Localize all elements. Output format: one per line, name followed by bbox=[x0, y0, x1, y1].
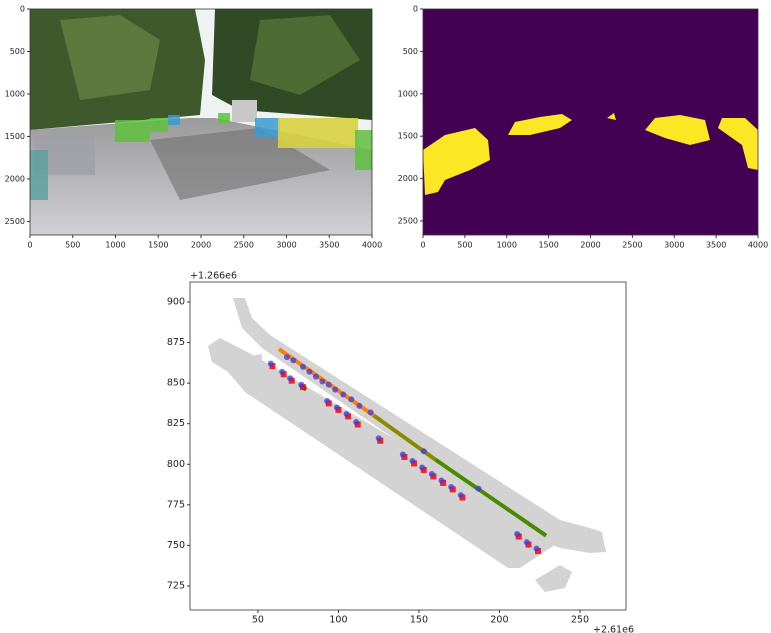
blue-marker bbox=[419, 465, 425, 471]
x-tick-label: 3000 bbox=[276, 241, 296, 250]
blue-marker bbox=[290, 357, 296, 363]
blue-marker bbox=[348, 396, 354, 402]
blue-marker bbox=[429, 471, 435, 477]
x-tick-label: 3000 bbox=[664, 241, 684, 250]
x-tick-label: 0 bbox=[27, 241, 32, 250]
blue-marker bbox=[376, 435, 382, 441]
y-tick-label: 900 bbox=[167, 296, 185, 307]
y-tick-label: 1500 bbox=[398, 132, 418, 141]
blue-marker bbox=[300, 364, 306, 370]
x-tick-label: 1500 bbox=[148, 241, 168, 250]
blue-marker bbox=[448, 484, 454, 490]
blue-marker bbox=[313, 374, 319, 380]
x-tick-label: 2500 bbox=[234, 241, 254, 250]
blue-marker bbox=[332, 387, 338, 393]
blue-marker bbox=[356, 403, 362, 409]
blue-marker bbox=[458, 492, 464, 498]
y-tick-label: 2000 bbox=[5, 174, 25, 183]
blue-marker bbox=[353, 419, 359, 425]
blue-marker bbox=[334, 404, 340, 410]
y-tick-label: 0 bbox=[20, 5, 25, 14]
y-tick-label: 875 bbox=[167, 337, 185, 348]
x-tick-label: 4000 bbox=[748, 241, 768, 250]
y-tick-label: 2500 bbox=[398, 217, 418, 226]
y-tick-label: 775 bbox=[167, 499, 185, 510]
blue-marker bbox=[279, 369, 285, 375]
blue-marker bbox=[298, 382, 304, 388]
y-offset-text: +1.266e6 bbox=[190, 271, 237, 282]
segmentation-mask bbox=[423, 9, 758, 235]
blue-marker bbox=[514, 531, 520, 537]
blue-marker bbox=[368, 409, 374, 415]
x-tick-label: 200 bbox=[490, 615, 508, 626]
y-tick-label: 850 bbox=[167, 378, 185, 389]
y-tick-label: 725 bbox=[167, 580, 185, 591]
blue-marker bbox=[524, 539, 530, 545]
blue-marker bbox=[421, 448, 427, 454]
blue-marker bbox=[410, 458, 416, 464]
blue-marker bbox=[268, 361, 274, 367]
blue-marker bbox=[324, 398, 330, 404]
x-offset-text: +2.61e6 bbox=[593, 625, 634, 633]
x-tick-label: 1000 bbox=[497, 241, 517, 250]
y-tick-label: 1000 bbox=[398, 89, 418, 98]
blue-marker bbox=[287, 375, 293, 381]
y-tick-label: 825 bbox=[167, 418, 185, 429]
page: {"chart_data": [ {"type": "image", "xlim… bbox=[0, 0, 771, 633]
blue-marker bbox=[476, 486, 482, 492]
x-tick-label: 1500 bbox=[538, 241, 558, 250]
x-tick-label: 0 bbox=[420, 241, 425, 250]
y-tick-label: 500 bbox=[10, 47, 25, 56]
figure: 0500100015002000250030003500400005001000… bbox=[0, 0, 771, 633]
x-tick-label: 500 bbox=[65, 241, 80, 250]
blue-marker bbox=[400, 452, 406, 458]
x-tick-label: 3500 bbox=[319, 241, 339, 250]
blue-marker bbox=[306, 369, 312, 375]
x-tick-label: 2000 bbox=[191, 241, 211, 250]
x-tick-label: 2000 bbox=[580, 241, 600, 250]
x-tick-label: 250 bbox=[571, 615, 589, 626]
x-tick-label: 500 bbox=[457, 241, 472, 250]
y-tick-label: 1000 bbox=[5, 89, 25, 98]
blue-marker bbox=[326, 382, 332, 388]
x-tick-label: 2500 bbox=[622, 241, 642, 250]
y-tick-label: 500 bbox=[403, 47, 418, 56]
blue-marker bbox=[340, 391, 346, 397]
x-tick-label: 3500 bbox=[706, 241, 726, 250]
x-tick-label: 50 bbox=[252, 615, 264, 626]
y-tick-label: 0 bbox=[413, 5, 418, 14]
blue-marker bbox=[284, 354, 290, 360]
y-tick-label: 750 bbox=[167, 540, 185, 551]
x-tick-label: 100 bbox=[329, 615, 347, 626]
x-tick-label: 4000 bbox=[362, 241, 382, 250]
photo bbox=[30, 9, 372, 235]
y-tick-label: 1500 bbox=[5, 132, 25, 141]
blue-marker bbox=[343, 411, 349, 417]
y-tick-label: 2500 bbox=[5, 217, 25, 226]
blue-marker bbox=[438, 477, 444, 483]
y-tick-label: 800 bbox=[167, 459, 185, 470]
y-tick-label: 2000 bbox=[398, 174, 418, 183]
blue-marker bbox=[319, 378, 325, 384]
x-tick-label: 150 bbox=[410, 615, 428, 626]
x-tick-label: 1000 bbox=[105, 241, 125, 250]
road-map bbox=[208, 298, 606, 592]
blue-marker bbox=[533, 546, 539, 552]
